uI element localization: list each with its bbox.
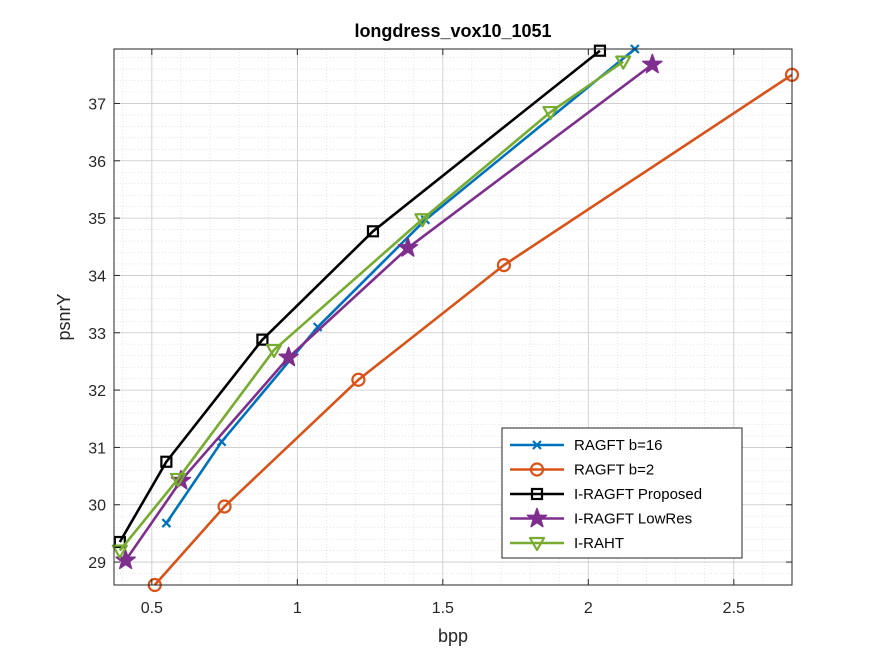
data-point xyxy=(265,343,283,359)
data-point xyxy=(351,372,366,387)
legend-label: I-RAGFT Proposed xyxy=(574,486,702,503)
y-tick-label: 33 xyxy=(88,326,106,343)
data-point xyxy=(160,455,173,468)
marker-stroke xyxy=(532,440,542,450)
legend-marker xyxy=(530,487,544,501)
data-point xyxy=(115,549,136,570)
y-tick-label: 37 xyxy=(88,96,106,113)
data-point xyxy=(161,518,172,528)
chart-title: longdress_vox10_1051 xyxy=(354,21,551,41)
data-point xyxy=(496,258,512,273)
y-tick-label: 30 xyxy=(88,498,106,515)
x-axis-label: bpp xyxy=(438,626,468,646)
y-tick-label: 29 xyxy=(88,555,106,572)
legend-item-4: I-RAHT xyxy=(510,535,624,552)
marker-stroke xyxy=(161,518,172,528)
legend-label: RAGFT b=16 xyxy=(574,437,663,454)
x-tick-label: 2.5 xyxy=(723,600,745,617)
x-tick-label: 1.5 xyxy=(432,600,454,617)
data-point xyxy=(593,44,607,57)
data-point xyxy=(256,333,269,346)
series-layer xyxy=(111,44,800,593)
legend-marker xyxy=(526,507,548,528)
y-tick-label: 31 xyxy=(88,440,106,457)
y-tick-label: 32 xyxy=(88,383,106,400)
data-point xyxy=(217,499,232,514)
legend-item-3: I-RAGFT LowRes xyxy=(510,507,692,528)
marker-stroke xyxy=(216,436,227,447)
data-point xyxy=(642,53,663,74)
x-ticks: 0.5 1 1.5 2 2.5 xyxy=(141,49,745,617)
x-tick-label: 0.5 xyxy=(141,600,163,617)
data-point xyxy=(615,55,632,70)
legend-label: RAGFT b=2 xyxy=(574,462,654,479)
series-2 xyxy=(113,44,607,549)
y-tick-label: 35 xyxy=(88,211,106,228)
legend-item-1: RAGFT b=2 xyxy=(510,462,654,479)
legend-label: I-RAHT xyxy=(574,535,624,552)
x-tick-label: 1 xyxy=(293,600,302,617)
series-line xyxy=(153,73,793,586)
x-tick-label: 2 xyxy=(584,600,593,617)
data-point xyxy=(278,346,299,367)
data-point xyxy=(111,544,128,559)
y-tick-label: 36 xyxy=(88,154,106,171)
marker-stroke xyxy=(312,322,323,332)
legend: RAGFT b=16 RAGFT b=2 I-RAGFT Proposed I-RAG… xyxy=(501,427,743,559)
y-tick-label: 34 xyxy=(88,268,106,285)
y-ticks: 29 30 31 32 33 34 35 36 37 xyxy=(88,96,792,572)
legend-item-0: RAGFT b=16 xyxy=(510,437,663,454)
data-point xyxy=(113,535,126,549)
legend-label: I-RAGFT LowRes xyxy=(574,511,692,528)
data-point xyxy=(366,225,380,238)
data-point xyxy=(414,213,431,228)
data-point xyxy=(542,105,559,121)
y-axis-label: psnrY xyxy=(54,293,74,340)
plot-area-border xyxy=(113,48,793,586)
series-line xyxy=(118,60,624,552)
data-point xyxy=(169,472,187,488)
data-point xyxy=(397,237,419,257)
legend-marker xyxy=(528,536,546,552)
legend-marker xyxy=(532,440,542,450)
legend-marker xyxy=(529,462,545,477)
legend-item-2: I-RAGFT Proposed xyxy=(510,486,702,503)
series-line xyxy=(118,49,601,543)
series-4 xyxy=(111,55,632,559)
